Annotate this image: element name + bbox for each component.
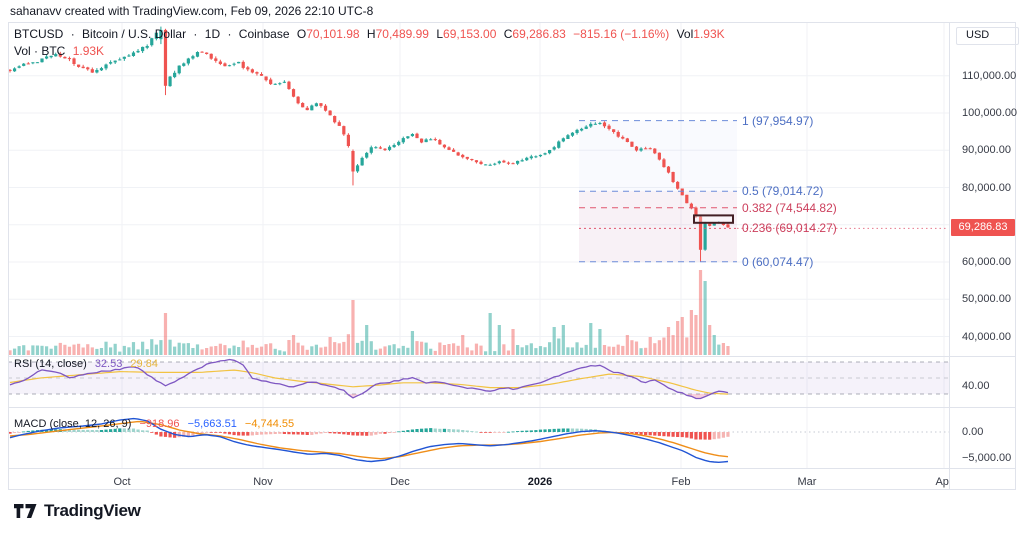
last-price-badge: 69,286.83 bbox=[951, 219, 1015, 237]
legend-name: Bitcoin / U.S. Dollar bbox=[82, 27, 187, 41]
attribution-label: sahanavv created with TradingView.com, F… bbox=[10, 4, 374, 18]
last-price-label: 69,286.83 bbox=[958, 221, 1008, 234]
legend-high-label: H bbox=[366, 27, 376, 41]
rsi-ma-value: 29.84 bbox=[130, 358, 158, 370]
tradingview-logo-text: TradingView bbox=[44, 501, 141, 520]
legend-exchange: Coinbase bbox=[238, 27, 290, 41]
macd-hist-value: −918.96 bbox=[139, 418, 180, 430]
time-axis-label: Apr bbox=[935, 476, 949, 488]
macd-plot bbox=[8, 417, 730, 464]
price-axis-label: 40,000.00 bbox=[962, 330, 1011, 343]
price-axis-label: 100,000.00 bbox=[962, 107, 1018, 119]
time-axis-label: 2026 bbox=[527, 476, 553, 488]
legend-vol-label: Vol bbox=[676, 27, 694, 41]
time-axis-label: Dec bbox=[390, 476, 410, 488]
legend-sep3: · bbox=[227, 27, 232, 41]
macd-value: −5,663.51 bbox=[187, 418, 237, 430]
legend-close-label: C bbox=[503, 27, 513, 41]
symbol-legend-row[interactable]: BTCUSD · Bitcoin / U.S. Dollar · 1D · Co… bbox=[14, 27, 729, 41]
fib-level-label: 0 (60,074.47) bbox=[742, 254, 814, 269]
candles bbox=[8, 26, 730, 262]
price-axis-label: 80,000.00 bbox=[962, 181, 1011, 194]
legend-change-value: −815.16 (−1.16%) bbox=[573, 27, 670, 41]
legend-open-label: O bbox=[296, 27, 307, 41]
price-axis[interactable]: 110,000.00 100,000.00 90,000.00 80,000.00 60… bbox=[950, 22, 1018, 490]
volume-legend-label: Vol · BTC bbox=[14, 44, 66, 58]
fib-level-label: 0.236 (69,014.27) bbox=[742, 221, 837, 236]
legend-vol-value: 1.93K bbox=[693, 27, 725, 41]
currency-toggle[interactable]: USD bbox=[956, 27, 1019, 45]
volume-legend-value: 1.93K bbox=[72, 44, 105, 58]
price-axis-label: 90,000.00 bbox=[962, 144, 1011, 157]
attribution-text: sahanavv created with TradingView.com, F… bbox=[10, 4, 373, 18]
macd-title: MACD (close, 12, 26, 9) bbox=[14, 418, 132, 430]
rsi-value: 32.53 bbox=[94, 358, 123, 370]
currency-label: USD bbox=[966, 29, 990, 41]
fib-level-label: 0.5 (79,014.72) bbox=[742, 184, 824, 199]
volume-legend-row[interactable]: Vol · BTC 1.93K bbox=[14, 44, 104, 58]
price-axis-label: 60,000.00 bbox=[962, 256, 1011, 268]
time-axis[interactable]: Oct Nov Dec 2026 Feb Mar Apr bbox=[0, 468, 949, 492]
legend-interval: 1D bbox=[204, 27, 221, 41]
price-axis-label: 50,000.00 bbox=[962, 293, 1011, 306]
legend-sep1: · bbox=[70, 27, 75, 41]
legend-high-value: 70,489.99 bbox=[375, 27, 429, 41]
tradingview-logo-icon bbox=[14, 504, 37, 518]
time-axis-label: Feb bbox=[671, 476, 691, 488]
rsi-legend-row[interactable]: RSI (14, close) 32.53 29.84 bbox=[14, 358, 163, 370]
price-axis-label: 110,000.00 bbox=[962, 69, 1017, 82]
legend-sep2: · bbox=[193, 27, 198, 41]
price-range-annotation bbox=[693, 214, 734, 224]
macd-axis-label: 0.00 bbox=[962, 426, 984, 438]
time-axis-label: Nov bbox=[253, 476, 273, 488]
rsi-axis-label: 40.00 bbox=[962, 380, 990, 392]
legend-open-value: 70,101.98 bbox=[306, 27, 360, 41]
fib-level-label: 0.382 (74,544.82) bbox=[742, 200, 837, 215]
tradingview-logo[interactable]: TradingView bbox=[14, 501, 141, 521]
fib-level-label: 1 (97,954.97) bbox=[742, 113, 814, 128]
time-axis-label: Mar bbox=[797, 476, 817, 488]
rsi-title: RSI (14, close) bbox=[14, 358, 87, 370]
rsi-plot bbox=[9, 358, 729, 400]
legend-symbol: BTCUSD bbox=[14, 27, 64, 41]
legend-low-value: 69,153.00 bbox=[443, 27, 497, 41]
macd-legend-row[interactable]: MACD (close, 12, 26, 9) −918.96 −5,663.5… bbox=[14, 418, 299, 430]
legend-close-value: 69,286.83 bbox=[512, 27, 566, 41]
time-axis-label: Oct bbox=[113, 476, 131, 488]
macd-signal-value: −4,744.55 bbox=[244, 418, 295, 430]
legend-low-label: L bbox=[436, 27, 444, 41]
macd-axis-label: −5,000.00 bbox=[962, 452, 1012, 464]
volume-bars bbox=[8, 270, 730, 355]
